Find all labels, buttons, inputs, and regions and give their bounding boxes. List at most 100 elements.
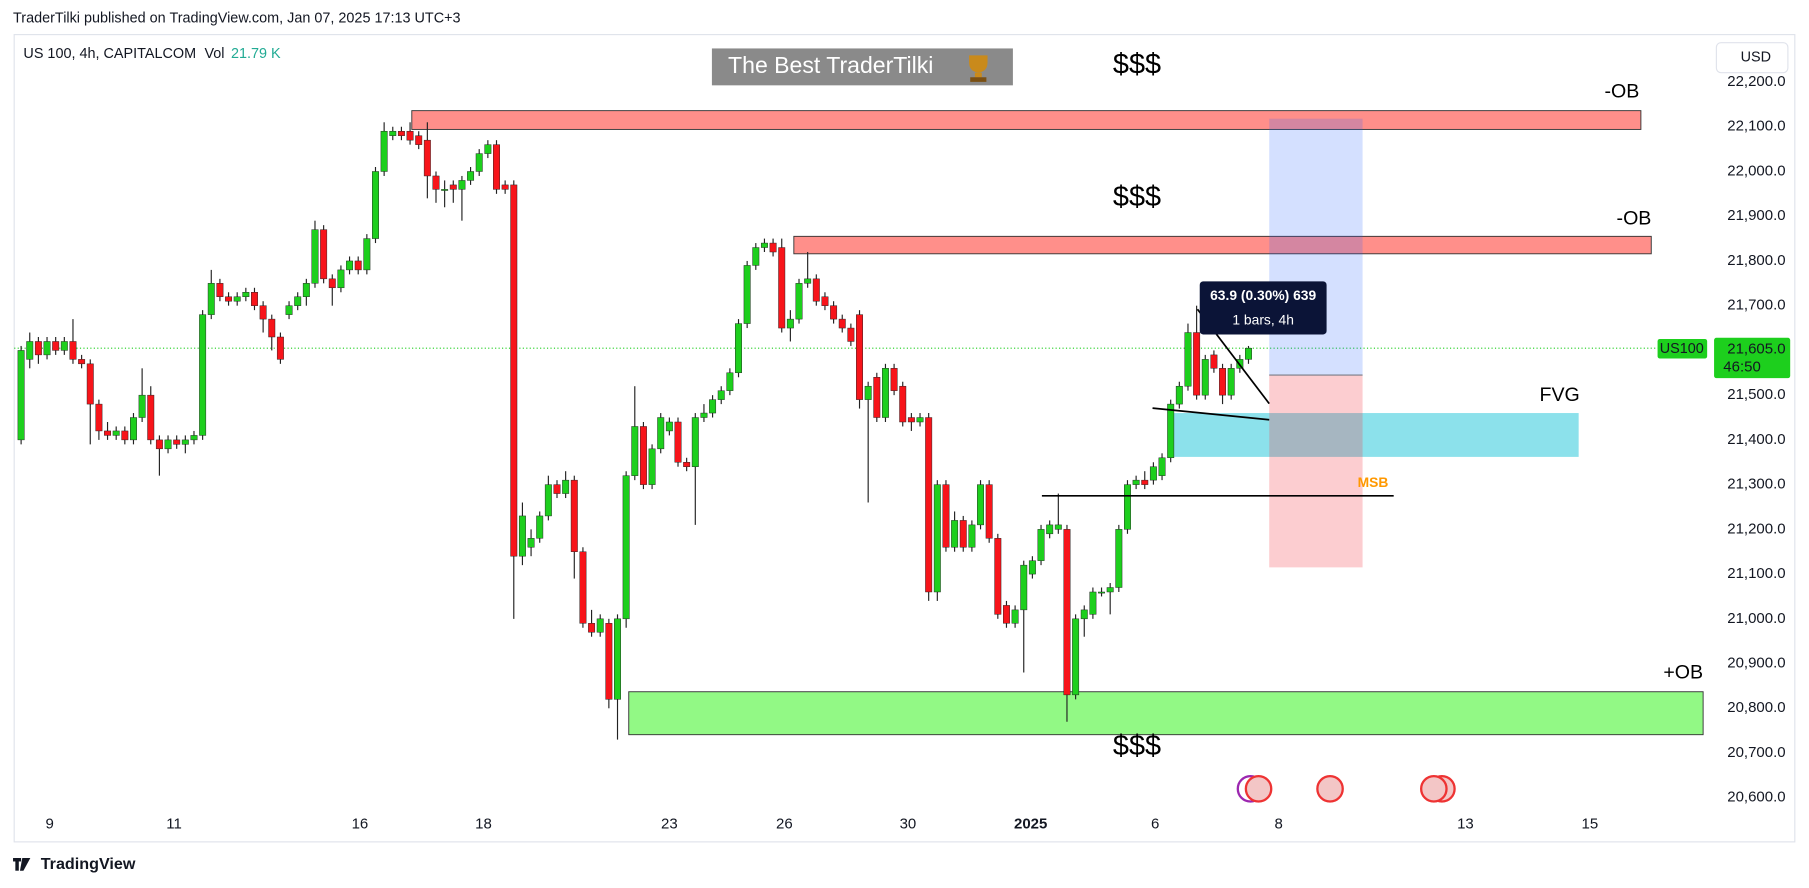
trophy-icon	[969, 55, 988, 82]
annotation: MSB	[1358, 474, 1389, 490]
x-tick-label: 9	[45, 816, 53, 833]
candle-body	[389, 130, 397, 136]
zone	[1168, 413, 1579, 457]
candle-body	[69, 341, 77, 360]
candle-body	[994, 538, 1002, 615]
y-tick-label: 22,000.0	[1727, 162, 1785, 179]
candle-body	[1106, 587, 1114, 593]
x-tick-label: 18	[475, 816, 492, 833]
annotation: -OB	[1604, 80, 1639, 102]
logo: TradingView	[41, 855, 136, 873]
candle-body	[536, 515, 544, 539]
candle-body	[1132, 479, 1140, 485]
candle-body	[1063, 529, 1071, 696]
y-tick-label: 21,400.0	[1727, 431, 1785, 448]
measure-tooltip: 63.9 (0.30%) 639 1 bars, 4h	[1199, 281, 1327, 335]
candle-body	[786, 318, 794, 329]
candle-body	[251, 292, 258, 306]
currency-button[interactable]	[1715, 42, 1789, 74]
currency[interactable]: USD	[1741, 49, 1771, 65]
candle-body	[856, 314, 863, 400]
candle-body	[570, 479, 578, 552]
candle-body	[354, 260, 362, 271]
candle-body	[406, 130, 414, 141]
candle-body	[164, 439, 172, 450]
candle-body	[812, 278, 820, 302]
zone	[793, 235, 1652, 255]
candle-body	[873, 377, 881, 418]
candle-body	[553, 484, 561, 494]
position-target	[1269, 118, 1363, 376]
candle-body	[1227, 368, 1235, 396]
candle-body	[1167, 403, 1175, 459]
candle-body	[380, 130, 388, 172]
candle-body	[1149, 466, 1157, 481]
candle-body	[1054, 524, 1062, 530]
x-tick-label: 26	[776, 816, 793, 833]
candle-body	[907, 417, 915, 423]
candle-body	[432, 175, 440, 190]
candle-body	[225, 296, 233, 302]
candle-body	[709, 399, 717, 414]
annotation: +OB	[1663, 662, 1703, 684]
candle-body	[605, 623, 613, 700]
candle-body	[320, 229, 328, 280]
candle-body	[363, 238, 371, 271]
symbol: US 100, 4h, CAPITALCOM	[23, 46, 196, 62]
candle-body	[104, 430, 112, 436]
y-tick-label: 21,800.0	[1727, 252, 1785, 269]
candle-body	[864, 385, 872, 400]
candle-body	[1245, 347, 1252, 360]
frame	[13, 34, 1796, 843]
zone	[411, 110, 1642, 130]
candle-body	[1201, 359, 1209, 396]
candle-body	[968, 524, 976, 548]
candle-body	[1089, 591, 1097, 615]
measure-line2: 1 bars, 4h	[1232, 311, 1294, 327]
x-tick-label: 16	[352, 816, 369, 833]
candle-body	[959, 520, 967, 548]
candle-body	[130, 417, 137, 441]
candle-body	[951, 520, 959, 548]
candle-body	[155, 439, 163, 450]
candle-body	[423, 139, 431, 177]
publisher: TraderTilki published on TradingView.com…	[13, 10, 461, 26]
candle-body	[933, 484, 941, 593]
candle-body	[735, 323, 742, 374]
candle-body	[475, 153, 483, 172]
candle-body	[415, 135, 423, 145]
candle-body	[544, 484, 552, 517]
candle-body	[925, 417, 933, 593]
candle-body	[181, 439, 189, 445]
candle-body	[34, 341, 42, 356]
candle-body	[233, 296, 241, 302]
candle-body	[501, 184, 509, 190]
candle-body	[804, 278, 812, 284]
last-price-box	[1714, 337, 1791, 379]
y-tick-label: 21,100.0	[1727, 565, 1785, 582]
x-tick-label: 23	[661, 816, 678, 833]
candle-body	[821, 296, 829, 306]
candle-body	[726, 372, 734, 391]
candle-body	[259, 305, 267, 320]
y-tick-label: 20,800.0	[1727, 699, 1785, 716]
candle-body	[700, 412, 708, 418]
candle-body	[691, 417, 699, 467]
candle-body	[173, 439, 181, 445]
candle-body	[242, 292, 250, 297]
y-tick-label: 21,700.0	[1727, 297, 1785, 314]
candle-body	[78, 359, 86, 365]
y-tick-label: 21,500.0	[1727, 386, 1785, 403]
x-tick-label: 15	[1582, 816, 1599, 833]
logo-icon	[13, 858, 31, 871]
candle-body	[1175, 385, 1183, 405]
candle-body	[1115, 529, 1123, 588]
candle-body	[1210, 354, 1218, 369]
annotation: $$$	[1113, 49, 1161, 81]
candle-body	[1011, 609, 1019, 624]
annotation: $$$	[1113, 730, 1161, 762]
candle-body	[276, 336, 284, 360]
candle-body	[26, 341, 34, 360]
candle-body	[328, 278, 336, 289]
